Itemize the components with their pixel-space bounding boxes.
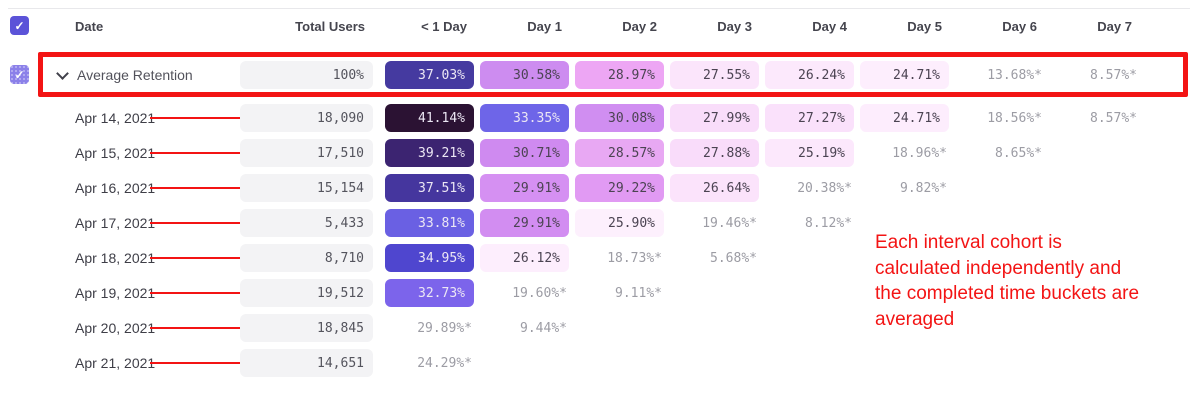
column-header-day: Day 1 [527,19,562,34]
retention-cell[interactable]: 8.57%* [1090,110,1137,126]
annotation-text: Each interval cohort is calculated indep… [875,232,1140,330]
retention-cell[interactable]: 24.29%* [417,355,472,371]
retention-cell[interactable]: 27.55% [670,61,759,89]
retention-cell[interactable]: 25.90% [575,209,664,237]
retention-cell[interactable]: 28.97% [575,61,664,89]
chevron-down-icon[interactable] [56,67,69,80]
total-users-cell: 18,845 [240,314,373,342]
retention-cell[interactable]: 26.24% [765,61,854,89]
column-header-day: Day 5 [907,19,942,34]
retention-cell[interactable]: 18.73%* [607,250,662,266]
select-all-checkbox[interactable]: ✓ [10,16,29,35]
retention-cell[interactable]: 37.51% [385,174,474,202]
column-header-total-users: Total Users [295,19,365,34]
cohort-row[interactable]: Apr 17, 2021 5,433 33.81% 29.91% 25.90% 19.46… [0,205,1194,240]
total-users-cell: 100% [240,61,373,89]
check-icon: ✓ [14,18,25,33]
retention-cell[interactable]: 27.99% [670,104,759,132]
retention-cell[interactable]: 8.57%* [1090,67,1137,83]
retention-cell[interactable]: 13.68%* [987,67,1042,83]
retention-cell[interactable]: 29.91% [480,174,569,202]
retention-cell[interactable]: 18.96%* [892,145,947,161]
retention-cell[interactable]: 26.64% [670,174,759,202]
retention-cell[interactable]: 26.12% [480,244,569,272]
cohort-row[interactable]: Apr 14, 2021 18,090 41.14% 33.35% 30.08% 27.9… [0,100,1194,135]
retention-cell[interactable]: 29.22% [575,174,664,202]
cohort-row[interactable]: Apr 19, 2021 19,512 32.73% 19.60%* 9.11%* [0,275,1194,310]
retention-cell[interactable]: 8.12%* [805,215,852,231]
retention-cell[interactable]: 30.58% [480,61,569,89]
total-users-cell: 19,512 [240,279,373,307]
retention-cell[interactable]: 9.44%* [520,320,567,336]
column-header-day: Day 4 [812,19,847,34]
cohort-date: Apr 19, 2021 [75,284,156,301]
cohort-row[interactable]: Apr 16, 2021 15,154 37.51% 29.91% 29.22% 26.6… [0,170,1194,205]
column-header-day: Day 6 [1002,19,1037,34]
total-users-cell: 5,433 [240,209,373,237]
cohort-date: Apr 14, 2021 [75,109,156,126]
cohort-row[interactable]: Apr 15, 2021 17,510 39.21% 30.71% 28.57% 27.8… [0,135,1194,170]
retention-cell[interactable]: 27.27% [765,104,854,132]
cohort-date: Apr 16, 2021 [75,179,156,196]
cohort-date: Apr 18, 2021 [75,249,156,266]
retention-cell[interactable]: 9.82%* [900,180,947,196]
total-users-cell: 14,651 [240,349,373,377]
retention-cell[interactable]: 30.71% [480,139,569,167]
retention-cell[interactable]: 41.14% [385,104,474,132]
column-header-date: Date [75,19,104,34]
retention-cell[interactable]: 24.71% [860,104,949,132]
retention-cell[interactable]: 25.19% [765,139,854,167]
average-row-checkbox[interactable]: ✓ [10,65,29,84]
cohort-row[interactable]: Apr 21, 2021 14,651 24.29%* [0,345,1194,380]
retention-cell[interactable]: 33.35% [480,104,569,132]
average-retention-label: Average Retention [77,66,193,83]
check-icon: ✓ [14,67,25,82]
column-header-day: < 1 Day [421,19,467,34]
retention-cell[interactable]: 29.89%* [417,320,472,336]
retention-cell[interactable]: 20.38%* [797,180,852,196]
retention-cell[interactable]: 29.91% [480,209,569,237]
total-users-cell: 15,154 [240,174,373,202]
retention-cell[interactable]: 9.11%* [615,285,662,301]
retention-cell[interactable]: 8.65%* [995,145,1042,161]
column-header-day: Day 3 [717,19,752,34]
cohort-date: Apr 17, 2021 [75,214,156,231]
retention-cell[interactable]: 34.95% [385,244,474,272]
retention-cell[interactable]: 24.71% [860,61,949,89]
total-users-cell: 17,510 [240,139,373,167]
cohort-date: Apr 20, 2021 [75,319,156,336]
column-header-day: Day 2 [622,19,657,34]
retention-cell[interactable]: 30.08% [575,104,664,132]
average-retention-row[interactable]: ✓ Average Retention 100% 37.03% 30.58% 28.… [0,57,1194,92]
column-header-day: Day 7 [1097,19,1132,34]
retention-cell[interactable]: 39.21% [385,139,474,167]
cohort-row[interactable]: Apr 18, 2021 8,710 34.95% 26.12% 18.73%* 5.68… [0,240,1194,275]
retention-cell[interactable]: 19.60%* [512,285,567,301]
retention-cell[interactable]: 19.46%* [702,215,757,231]
retention-cell[interactable]: 28.57% [575,139,664,167]
retention-cell[interactable]: 32.73% [385,279,474,307]
total-users-cell: 18,090 [240,104,373,132]
retention-cell[interactable]: 37.03% [385,61,474,89]
total-users-cell: 8,710 [240,244,373,272]
retention-cell[interactable]: 18.56%* [987,110,1042,126]
retention-cell[interactable]: 33.81% [385,209,474,237]
retention-cell[interactable]: 5.68%* [710,250,757,266]
cohort-date: Apr 21, 2021 [75,354,156,371]
cohort-date: Apr 15, 2021 [75,144,156,161]
retention-cell[interactable]: 27.88% [670,139,759,167]
table-top-border [8,8,1190,9]
